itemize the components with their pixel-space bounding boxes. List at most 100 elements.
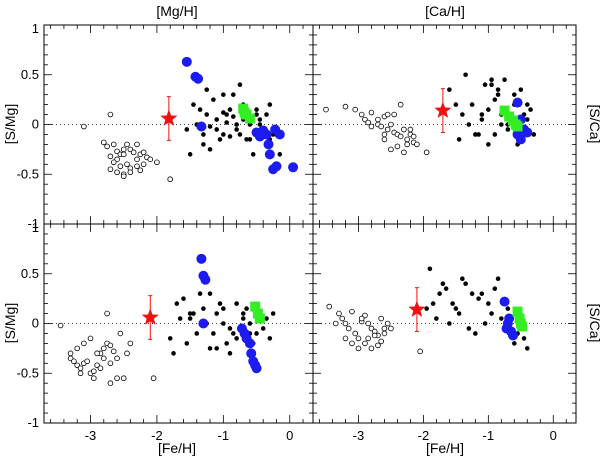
x-tick-label: -1 [483,428,495,443]
blue-circle-point [271,161,282,172]
filled-circle-point [492,286,498,291]
open-circle-point [117,330,124,337]
open-circle-point [110,348,117,355]
blue-circle-point [263,139,274,150]
open-circle-point [342,320,349,327]
blue-circle-point [522,127,533,138]
blue-circle-point [198,318,209,329]
x-tick-label: -3 [85,428,97,443]
filled-circle-point [197,291,203,296]
open-circle-point [391,111,397,118]
blue-circle-point [246,348,257,359]
filled-circle-point [479,291,485,296]
filled-circle-point [489,311,494,316]
open-circle-point [114,355,120,362]
open-circle-point [388,325,394,332]
filled-circle-point [247,321,253,326]
y-tick-label: -1 [27,216,39,231]
filled-circle-point [482,321,488,326]
open-circle-point [349,340,355,347]
filled-circle-point [187,152,193,157]
open-circle-point [91,375,97,382]
filled-circle-point [518,87,524,92]
xlabel-left: [Fe/H] [158,440,196,456]
blue-circle-point [251,363,262,374]
filled-circle-point [453,306,459,311]
filled-circle-point [187,311,193,316]
blue-circle-point [274,129,285,140]
open-circle-point [365,320,371,327]
open-circle-point [124,161,130,168]
open-circle-point [384,126,391,133]
filled-circle-point [254,331,259,336]
open-circle-point [110,159,117,166]
filled-circle-point [492,132,498,137]
filled-circle-point [434,316,439,321]
y-tick-label: -1 [27,415,39,430]
open-circle-point [81,340,87,347]
open-circle-point [342,335,349,342]
blue-circle-point [193,73,204,84]
open-circle-point [107,360,114,367]
blue-circle-point [512,97,523,108]
filled-circle-point [521,336,527,341]
open-circle-point [140,161,147,168]
blue-circle-point [261,129,272,140]
filled-circle-point [201,306,206,311]
open-circle-point [120,375,127,382]
filled-circle-point [234,336,239,341]
open-circle-point [107,166,114,173]
filled-circle-point [214,127,219,132]
filled-circle-point [184,341,190,346]
filled-circle-point [204,112,210,117]
filled-circle-point [260,326,266,331]
y-tick-label: 0.5 [21,67,39,82]
open-circle-point [326,303,333,310]
open-circle-point [375,116,381,123]
filled-circle-point [479,112,485,117]
blue-circle-point [181,56,192,67]
filled-circle-point [482,82,488,87]
blue-circle-point [196,253,207,264]
filled-circle-point [237,132,243,137]
open-circle-point [401,149,407,156]
red-star-point [434,101,452,118]
filled-circle-point [528,107,533,112]
filled-circle-point [505,127,511,132]
filled-circle-point [247,137,253,142]
filled-circle-point [440,281,446,287]
open-circle-point [97,365,104,372]
red-star-point [408,300,426,317]
open-circle-point [371,332,378,339]
open-circle-point [134,156,140,163]
filled-circle-point [250,152,256,157]
red-star-point [141,308,159,325]
open-circle-point [81,123,87,130]
open-circle-point [107,342,114,349]
open-circle-point [100,355,107,362]
filled-circle-point [237,82,243,87]
filled-circle-point [479,117,485,122]
panel-frame [312,223,577,424]
open-circle-point [345,325,352,332]
blue-circle-point [502,318,513,329]
open-circle-point [381,330,388,337]
xlabel-right: [Fe/H] [426,440,464,456]
open-circle-point [94,350,100,357]
open-circle-point [167,176,173,183]
green-square-point [512,306,523,317]
y-tick-label: 0 [32,117,39,132]
filled-circle-point [430,301,436,306]
open-circle-point [137,167,144,174]
filled-circle-point [486,301,491,306]
red-star-point [160,109,178,126]
open-circle-point [107,111,114,118]
filled-circle-point [437,291,442,296]
x-tick-label: 0 [550,428,557,443]
open-circle-point [332,320,339,327]
filled-circle-point [466,326,472,331]
open-circle-point [100,345,107,352]
filled-circle-point [227,107,233,112]
